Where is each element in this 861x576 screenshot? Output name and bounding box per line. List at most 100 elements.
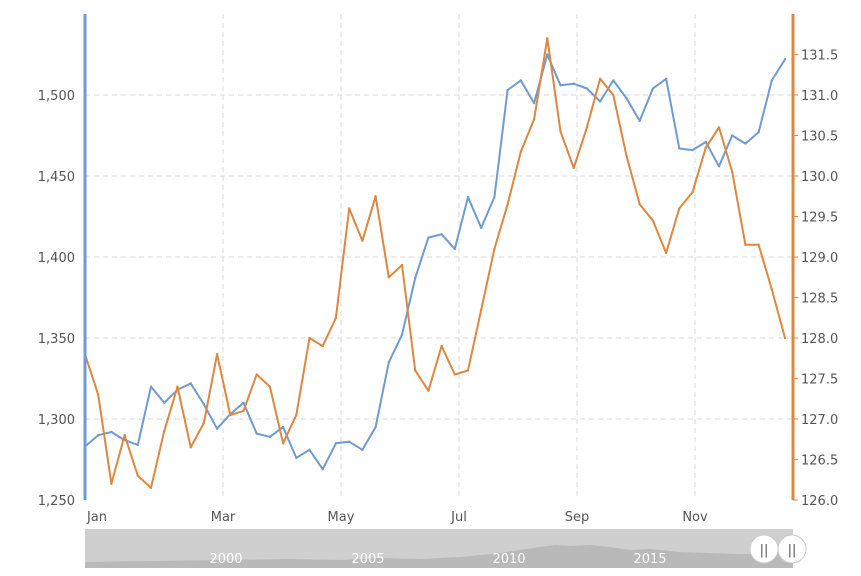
series-2-point xyxy=(625,154,628,157)
series-1-point xyxy=(374,425,377,429)
series-2-point xyxy=(480,308,483,311)
series-2-point xyxy=(202,421,206,425)
series-2-point xyxy=(229,413,232,417)
series-2-point xyxy=(757,243,760,247)
navigator-year-label: 2005 xyxy=(351,552,384,567)
series-1-point xyxy=(295,456,298,460)
series-1-point xyxy=(334,442,338,445)
series-2-point xyxy=(347,207,351,210)
series-1-point xyxy=(559,84,562,87)
left-tick-label: 1,300 xyxy=(38,413,75,428)
series-2-point xyxy=(598,77,602,81)
series-1-point xyxy=(413,276,417,280)
series-1-point xyxy=(308,448,311,451)
series-2-point xyxy=(163,429,166,433)
right-tick-label: 126.5 xyxy=(801,454,838,469)
series-2-point xyxy=(176,385,179,388)
series-1-point xyxy=(136,443,140,447)
series-1-point xyxy=(506,88,509,92)
series-1-point xyxy=(691,148,694,152)
series-1-point xyxy=(347,440,351,443)
range-navigator[interactable]: 2000 2005 2010 2015 || || xyxy=(85,529,807,568)
series-line-2 xyxy=(84,37,786,489)
series-1-point xyxy=(546,53,549,56)
series-1-point xyxy=(651,87,655,90)
series-1-point xyxy=(440,233,443,236)
series-line-1 xyxy=(84,53,786,471)
right-axis-ticks: 126.0 126.5 127.0 127.5 128.0 128.5 129.0 129.5… xyxy=(793,49,838,509)
series-2-point xyxy=(361,239,364,242)
series-2-point xyxy=(413,369,417,372)
right-tick-label: 128.5 xyxy=(801,292,838,307)
right-tick-label: 129.0 xyxy=(801,251,838,266)
series-1-point xyxy=(532,101,536,105)
left-axis-ticks: 1,250 1,300 1,350 1,400 1,450 1,500 xyxy=(38,89,75,509)
left-tick-label: 1,400 xyxy=(38,251,75,266)
series-2-point xyxy=(427,389,430,392)
series-2-point xyxy=(506,203,509,206)
series-1-point xyxy=(400,333,404,336)
series-2-point xyxy=(678,207,681,210)
right-tick-label: 131.5 xyxy=(801,49,838,64)
series-2-point xyxy=(532,118,536,121)
series-2-point xyxy=(559,130,562,133)
series-1-point xyxy=(268,435,272,439)
series-1-point xyxy=(585,87,589,90)
series-1-point xyxy=(189,382,192,385)
series-layer xyxy=(83,37,787,490)
series-2-point xyxy=(783,336,787,340)
series-2-point xyxy=(215,353,219,356)
series-2-point xyxy=(664,251,668,255)
series-2-point xyxy=(123,434,126,437)
series-1-point xyxy=(215,427,219,430)
right-tick-label: 127.5 xyxy=(801,373,838,388)
series-2-point xyxy=(730,170,734,174)
series-2-point xyxy=(400,263,404,267)
x-tick-label: Mar xyxy=(211,510,236,525)
series-1-point xyxy=(493,195,496,199)
navigator-year-label: 2010 xyxy=(492,552,525,567)
series-2-point xyxy=(691,191,694,194)
navigator-year-labels: 2000 2005 2010 2015 xyxy=(209,552,666,567)
series-1-point xyxy=(480,226,483,230)
series-1-point xyxy=(612,79,615,82)
series-2-point xyxy=(585,126,589,129)
series-2-point xyxy=(189,446,192,449)
series-1-point xyxy=(110,430,113,434)
series-2-point xyxy=(651,219,655,222)
right-tick-label: 126.0 xyxy=(801,494,838,509)
navigator-year-label: 2000 xyxy=(209,552,242,567)
series-2-point xyxy=(321,344,324,348)
series-2-point xyxy=(149,486,153,490)
series-2-point xyxy=(572,166,575,170)
navigator-handle-right[interactable] xyxy=(777,534,807,564)
series-2-point xyxy=(519,150,523,153)
grid xyxy=(85,14,793,500)
navigator-handle-right-grip: || xyxy=(788,543,797,558)
series-1-point xyxy=(321,468,324,471)
left-tick-label: 1,350 xyxy=(38,332,75,347)
right-tick-label: 127.0 xyxy=(801,413,838,428)
series-1-point xyxy=(453,247,457,251)
series-1-point xyxy=(598,100,602,103)
series-1-point xyxy=(757,131,760,134)
right-tick-label: 131.0 xyxy=(801,89,838,104)
series-2-point xyxy=(770,288,773,291)
series-1-point xyxy=(163,401,166,404)
series-2-point xyxy=(255,373,258,376)
left-tick-label: 1,250 xyxy=(38,494,75,509)
series-2-point xyxy=(466,369,470,372)
x-tick-label: Nov xyxy=(682,510,708,525)
series-2-point xyxy=(97,393,100,396)
series-2-point xyxy=(374,195,377,198)
series-2-point xyxy=(744,243,747,247)
series-1-point xyxy=(387,361,390,364)
x-tick-label: Sep xyxy=(565,510,590,525)
series-1-point xyxy=(427,236,430,239)
series-1-point xyxy=(664,77,668,81)
series-2-point xyxy=(268,385,272,388)
series-1-point xyxy=(704,140,707,144)
right-tick-label: 128.0 xyxy=(801,332,838,347)
series-1-point xyxy=(678,147,681,150)
series-1-point xyxy=(717,165,721,168)
